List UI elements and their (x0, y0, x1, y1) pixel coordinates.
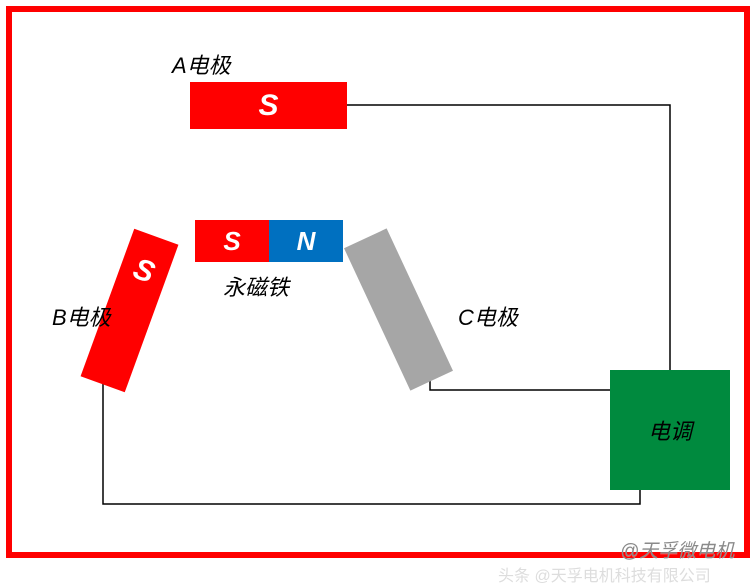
electrode-c-label: C电极 (458, 300, 518, 332)
electrode-a: S (190, 82, 347, 129)
esc-box: 电调 (610, 370, 730, 490)
watermark: @天孚微电机 (620, 536, 734, 563)
rotor-s: S (195, 220, 269, 262)
esc-label: 电调 (648, 414, 692, 446)
electrode-b-label: B电极 (52, 300, 111, 332)
footer-credit: 头条 @天孚电机科技有限公司 (498, 562, 711, 586)
rotor-s-text: S (223, 226, 240, 257)
rotor-n: N (269, 220, 343, 262)
rotor-n-text: N (297, 226, 316, 257)
wire-b (103, 384, 640, 504)
electrode-a-label: A电极 (172, 48, 231, 80)
electrode-a-pole: S (258, 89, 278, 123)
rotor-label: 永磁铁 (223, 270, 289, 302)
electrode-b-pole: S (128, 252, 158, 291)
